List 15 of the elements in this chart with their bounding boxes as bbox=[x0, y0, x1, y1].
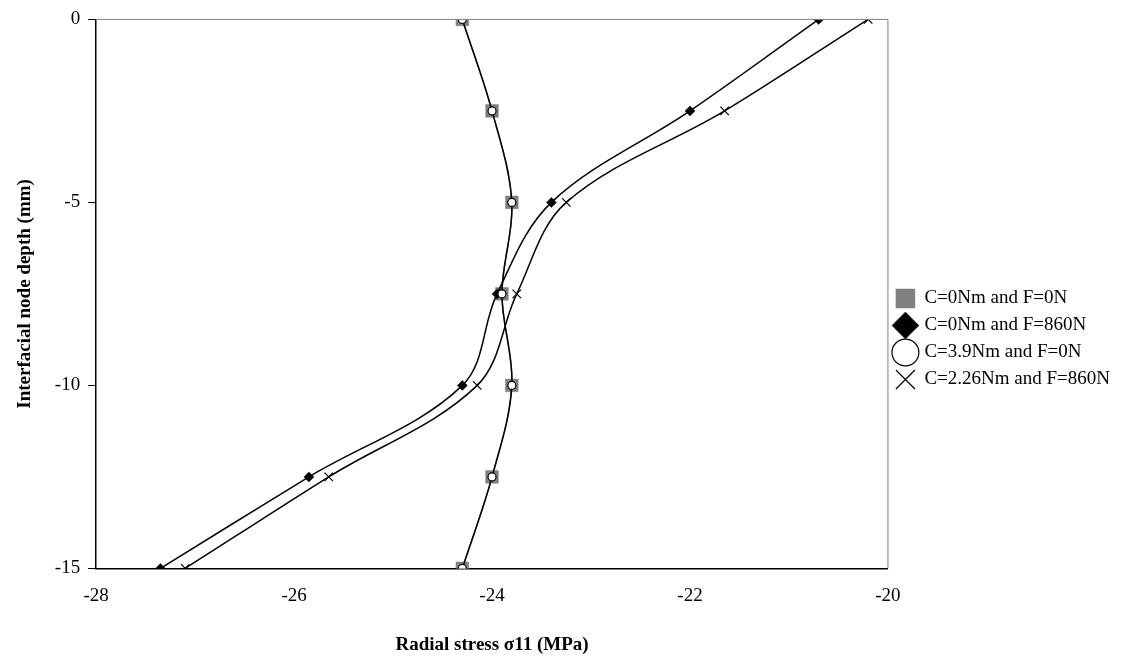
y-tick-label: 0 bbox=[70, 7, 81, 29]
x-axis-title: Radial stress σ11 (MPa) bbox=[395, 632, 589, 655]
y-tick-label: -15 bbox=[54, 556, 81, 578]
legend-label: C=3.9Nm and F=0N bbox=[924, 340, 1082, 362]
x-tick-label: -20 bbox=[875, 583, 901, 605]
y-axis-title: Interfacial node depth (mm) bbox=[13, 179, 36, 409]
legend-label: C=0Nm and F=860N bbox=[924, 313, 1087, 335]
y-tick-label: -5 bbox=[64, 190, 81, 212]
x-tick-label: -28 bbox=[83, 583, 109, 605]
legend-label: C=2.26Nm and F=860N bbox=[924, 367, 1111, 389]
x-tick-label: -24 bbox=[479, 583, 506, 605]
legend-label: C=0Nm and F=0N bbox=[924, 286, 1068, 308]
x-tick-label: -22 bbox=[677, 583, 703, 605]
y-tick-label: -10 bbox=[54, 373, 81, 395]
x-tick-label: -26 bbox=[281, 583, 307, 605]
